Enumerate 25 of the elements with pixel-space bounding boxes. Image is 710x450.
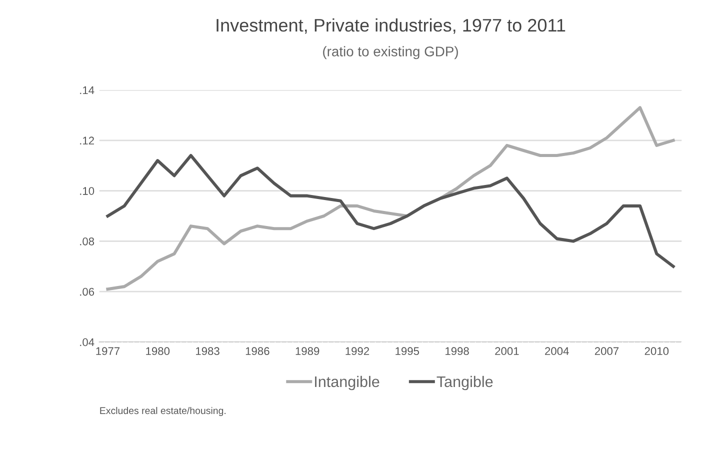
x-tick-label: 1992 — [346, 347, 370, 356]
y-tick-label: .06 — [80, 288, 94, 296]
line-series — [106, 154, 675, 268]
y-tick-label: .08 — [80, 237, 94, 246]
text: Excludes real estate/housing. — [100, 406, 226, 416]
x-tick-label: 2010 — [644, 347, 669, 356]
chart-subtitle: (ratio to existing GDP) — [323, 46, 458, 60]
y-tick-label: .10 — [80, 187, 94, 195]
y-tick-label: .12 — [80, 136, 94, 144]
x-tick-label: 2004 — [545, 347, 569, 356]
x-tick-label: 2007 — [594, 347, 619, 356]
x-tick-label: 1983 — [196, 347, 220, 356]
x-tick-label: 1980 — [146, 347, 170, 356]
x-tick-label: 1977 — [96, 347, 120, 356]
chart-title: Investment, Private industries, 1977 to 2011 — [216, 18, 566, 34]
legend-label: Intangible — [315, 376, 380, 390]
y-tick-label: .04 — [80, 338, 94, 346]
line-series — [106, 106, 675, 291]
legend-label: Tangible — [436, 376, 493, 390]
x-tick-label: 1995 — [396, 347, 420, 356]
x-tick-label: 1989 — [296, 347, 320, 356]
x-tick-label: 1998 — [446, 347, 469, 356]
y-tick-label: .14 — [80, 86, 94, 94]
x-tick-label: 2001 — [495, 347, 519, 356]
x-tick-label: 1986 — [246, 347, 270, 356]
